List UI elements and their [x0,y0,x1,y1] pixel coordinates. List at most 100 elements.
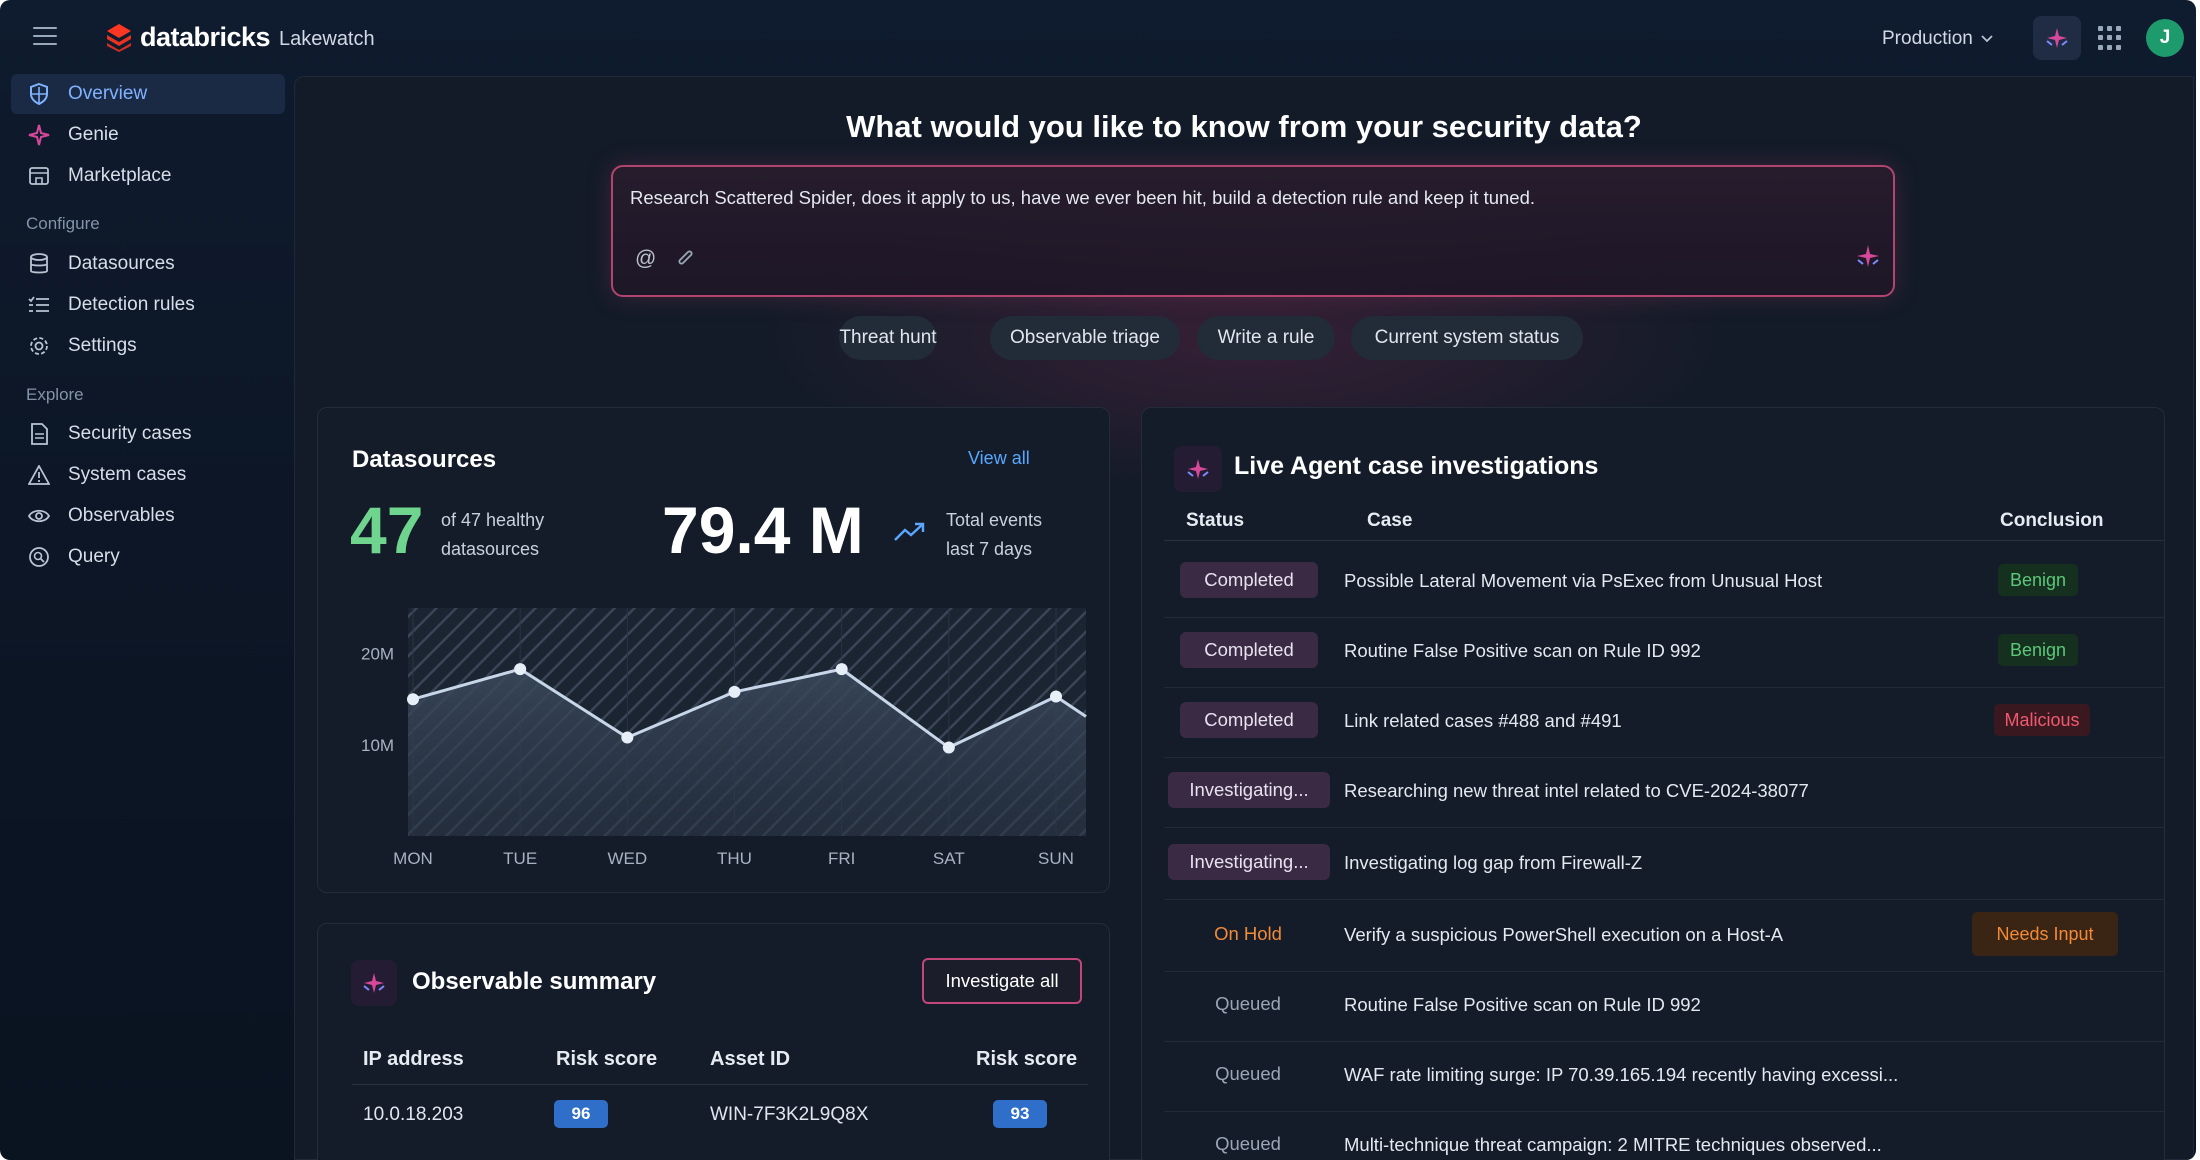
case-row[interactable]: On Hold Verify a suspicious PowerShell ex… [1164,902,2164,972]
live-agent-card: Live Agent case investigations Status Ca… [1141,407,2165,1160]
status-badge: Queued [1215,1133,1281,1154]
suggestion-chip[interactable]: Threat hunt [839,316,937,360]
risk-score-badge: 96 [554,1100,608,1128]
sidebar-item-label: Observables [68,505,175,526]
data-point [407,693,419,706]
status-badge: Completed [1180,702,1318,738]
healthy-caption-line1: of 47 healthy [441,510,545,530]
environment-selector[interactable]: Production [1882,24,1993,54]
data-point [621,731,634,744]
sidebar-item-observables[interactable]: Observables [11,496,285,536]
sidebar-item-genie[interactable]: Genie [11,115,285,155]
series-line [412,667,1087,750]
case-title: Multi-technique threat campaign: 2 MITRE… [1344,1134,1882,1155]
sidebar-item-datasources[interactable]: Datasources [11,244,285,284]
column-header: IP address [363,1048,464,1070]
environment-label: Production [1882,28,1973,49]
sidebar-item-settings[interactable]: Settings [11,326,285,366]
y-tick-label: 20M [361,645,394,664]
live-agent-title: Live Agent case investigations [1234,452,1599,480]
case-title: Routine False Positive scan on Rule ID 9… [1344,640,1701,661]
x-tick-label: FRI [828,849,855,868]
case-row[interactable]: Completed Possible Lateral Movement via P… [1164,548,2164,618]
sidebar-item-label: Query [68,546,120,567]
case-title: Link related cases #488 and #491 [1344,710,1622,731]
events-line-chart: 20M 10M MON TUE WED THU FRI SAT SUN [361,608,1087,868]
document-icon [26,421,52,447]
prompt-box[interactable]: Research Scattered Spider, does it apply… [611,165,1895,297]
view-all-link[interactable]: View all [968,448,1030,468]
suggestion-chip[interactable]: Current system status [1351,316,1583,360]
sidebar-item-security-cases[interactable]: Security cases [11,414,285,454]
observable-summary-card: Observable summary Investigate all IP ad… [317,923,1110,1160]
area-fill [408,669,1086,836]
x-tick-label: MON [393,849,433,868]
investigate-all-button[interactable]: Investigate all [922,958,1082,1004]
sidebar-item-query[interactable]: Query [11,537,285,577]
warning-icon [26,462,52,488]
x-tick-label: SUN [1038,849,1074,868]
case-row[interactable]: Investigating... Researching new threat i… [1164,758,2164,828]
genie-button[interactable] [2033,16,2081,60]
sidebar-item-label: System cases [68,464,187,485]
status-badge: Investigating... [1168,844,1330,880]
brand-name: databricks [140,22,271,52]
status-badge: Completed [1180,562,1318,598]
app-name: Lakewatch [279,28,375,50]
sidebar-item-system-cases[interactable]: System cases [11,455,285,495]
sidebar-item-label: Security cases [68,423,192,444]
paperclip-icon[interactable] [675,247,697,271]
mention-icon[interactable]: @ [635,247,657,270]
datasources-card: Datasources View all 47 of 47 healthy da… [317,407,1110,893]
events-caption-line1: Total events [946,510,1043,530]
asset-id-cell[interactable]: WIN-7F3K2L9Q8X [710,1104,869,1125]
conclusion-badge[interactable]: Needs Input [1972,912,2118,956]
app-launcher-grid-icon[interactable] [2098,26,2122,50]
sidebar-item-overview[interactable]: Overview [11,74,285,114]
genie-sparkle-icon [351,960,397,1006]
case-title: Possible Lateral Movement via PsExec fro… [1344,570,1823,591]
list-check-icon [26,292,52,318]
prompt-input[interactable]: Research Scattered Spider, does it apply… [630,187,1536,208]
suggestion-chip[interactable]: Observable triage [990,316,1180,360]
query-icon [26,544,52,570]
sidebar: Overview Genie Marketplace Configure Dat… [0,72,292,1160]
data-point [835,663,848,676]
section-label-configure: Configure [26,214,100,233]
genie-sparkle-icon [26,122,52,148]
sidebar-item-marketplace[interactable]: Marketplace [11,156,285,196]
healthy-caption-line2: datasources [441,539,540,559]
suggestion-chip[interactable]: Write a rule [1197,316,1335,360]
case-title: WAF rate limiting surge: IP 70.39.165.19… [1344,1064,1899,1085]
case-row[interactable]: Completed Routine False Positive scan on … [1164,618,2164,688]
case-row[interactable]: Completed Link related cases #488 and #49… [1164,688,2164,758]
case-title: Researching new threat intel related to … [1344,780,1809,801]
observable-summary-title: Observable summary [412,968,657,995]
data-point [728,685,741,698]
risk-score-badge: 93 [993,1100,1047,1128]
ip-address-cell[interactable]: 10.0.18.203 [363,1104,464,1125]
genie-send-icon[interactable] [1853,243,1883,271]
case-row[interactable]: Queued Multi-technique threat campaign: 2… [1164,1112,2164,1160]
case-row[interactable]: Queued WAF rate limiting surge: IP 70.39.… [1164,1042,2164,1112]
case-title: Verify a suspicious PowerShell execution… [1344,924,1784,945]
x-tick-label: TUE [503,849,537,868]
databricks-logo-icon [107,24,131,52]
section-label-explore: Explore [26,385,84,404]
user-avatar[interactable]: J [2146,19,2184,57]
hamburger-menu-icon[interactable] [33,27,57,47]
case-row[interactable]: Investigating... Investigating log gap fr… [1164,830,2164,900]
status-badge: Investigating... [1168,772,1330,808]
x-tick-label: SAT [933,849,965,868]
table-divider [352,1084,1088,1085]
sidebar-item-detection-rules[interactable]: Detection rules [11,285,285,325]
case-row[interactable]: Queued Routine False Positive scan on Rul… [1164,972,2164,1042]
x-tick-label: THU [717,849,752,868]
events-caption: Total events last 7 days [946,506,1042,564]
case-title: Investigating log gap from Firewall-Z [1344,852,1643,873]
shield-icon [26,81,52,107]
gear-icon [26,333,52,359]
column-header-status: Status [1186,510,1245,531]
healthy-count: 47 [350,493,424,567]
conclusion-badge: Malicious [1994,704,2090,736]
